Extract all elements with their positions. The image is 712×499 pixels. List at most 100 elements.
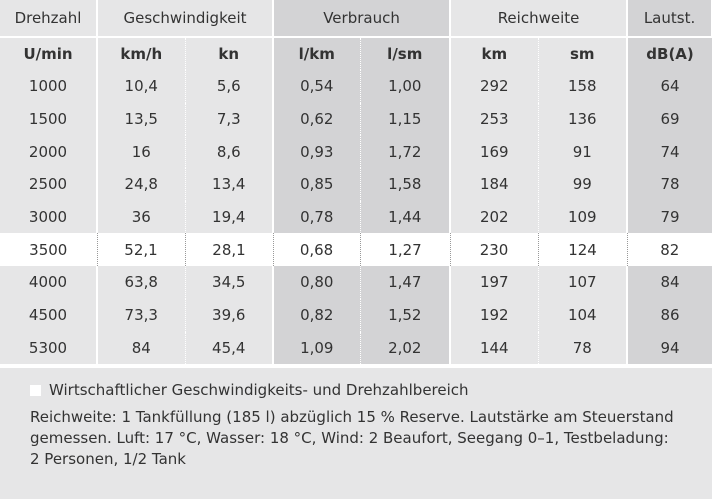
table-cell: 39,6 [185,298,275,332]
table-cell: 0,78 [273,200,361,234]
legend-text: Wirtschaftlicher Geschwindigkeits- und D… [49,381,469,399]
table-cell: 74 [627,135,712,169]
unit-header: km [450,37,539,70]
table-cell: 104 [538,298,629,332]
unit-header: dB(A) [627,37,712,70]
table-cell: 7,3 [185,102,275,136]
unit-header: sm [538,37,629,70]
table-cell: 158 [538,70,629,103]
table-cell: 1,47 [360,266,452,299]
table-cell: 78 [627,168,712,201]
table-cell: 52,1 [97,233,186,267]
table-cell: 0,85 [273,168,361,201]
table-cell: 1000 [0,70,98,103]
table-cell: 2,02 [360,331,452,365]
table-cell: 3500 [0,233,98,267]
unit-header: U/min [0,37,98,70]
group-header: Geschwindigkeit [97,0,275,38]
table-cell: 1,09 [273,331,361,365]
group-header: Drehzahl [0,0,98,38]
table-cell: 0,54 [273,70,361,103]
legend: Wirtschaftlicher Geschwindigkeits- und D… [30,380,682,401]
table-row: 1500 13,5 7,3 0,62 1,15 253 136 69 [0,102,712,136]
table-cell: 78 [538,331,629,365]
table-cell: 292 [450,70,539,103]
table-cell: 24,8 [97,168,186,201]
data-table: Drehzahl Geschwindigkeit Verbrauch Reichwei… [0,0,712,365]
table-cell: 253 [450,102,539,136]
legend-swatch [30,385,41,396]
table-cell: 82 [627,233,712,267]
footer: Wirtschaftlicher Geschwindigkeits- und D… [0,368,712,499]
table-cell: 8,6 [185,135,275,169]
table-cell: 4500 [0,298,98,332]
group-header: Lautst. [627,0,712,38]
table-row: 3000 36 19,4 0,78 1,44 202 109 79 [0,200,712,234]
table-cell: 5300 [0,331,98,365]
table-body: 1000 10,4 5,6 0,54 1,00 292 158 64 1500 13,5 7,3 0,… [0,70,712,365]
table-cell: 84 [627,266,712,299]
table-cell: 86 [627,298,712,332]
table-cell: 1500 [0,102,98,136]
table-cell: 28,1 [185,233,274,267]
table-cell: 144 [450,331,539,365]
table-cell: 64 [627,70,712,103]
table-cell: 4000 [0,266,98,299]
table-cell: 36 [97,200,186,234]
unit-header: km/h [97,37,186,70]
unit-header: l/sm [360,37,452,70]
table-row: 3500 52,1 28,1 0,68 1,27 230 124 82 [0,233,712,267]
table-cell: 202 [450,200,539,234]
table-cell: 1,72 [360,135,452,169]
table-cell: 34,5 [185,266,275,299]
table-cell: 169 [450,135,539,169]
table-cell: 1,58 [360,168,452,201]
table-cell: 197 [450,266,539,299]
table-row: 4500 73,3 39,6 0,82 1,52 192 104 86 [0,298,712,332]
table-cell: 107 [538,266,629,299]
table-cell: 0,93 [273,135,361,169]
note: Reichweite: 1 Tankfüllung (185 l) abzügl… [30,408,674,468]
table-row: 5300 84 45,4 1,09 2,02 144 78 94 [0,331,712,365]
group-header-row: Drehzahl Geschwindigkeit Verbrauch Reichwei… [0,0,712,38]
table-cell: 99 [538,168,629,201]
table-row: 1000 10,4 5,6 0,54 1,00 292 158 64 [0,70,712,103]
table-cell: 2500 [0,168,98,201]
table-cell: 0,80 [273,266,361,299]
table-row: 4000 63,8 34,5 0,80 1,47 197 107 84 [0,266,712,299]
unit-header: l/km [273,37,361,70]
unit-header-row: U/min km/h kn l/km l/sm km sm dB(A) [0,37,712,70]
unit-header: kn [185,37,275,70]
table-cell: 2000 [0,135,98,169]
table-cell: 192 [450,298,539,332]
table-cell: 13,4 [185,168,275,201]
group-header: Reichweite [450,0,629,38]
table-cell: 19,4 [185,200,275,234]
table-cell: 45,4 [185,331,275,365]
table-cell: 230 [450,233,539,267]
table-cell: 3000 [0,200,98,234]
table-cell: 13,5 [97,102,186,136]
table-cell: 1,15 [360,102,452,136]
table-cell: 94 [627,331,712,365]
table-cell: 5,6 [185,70,275,103]
table-cell: 0,62 [273,102,361,136]
table-cell: 184 [450,168,539,201]
table-cell: 16 [97,135,186,169]
table-cell: 1,44 [360,200,452,234]
table-cell: 109 [538,200,629,234]
table-cell: 1,00 [360,70,452,103]
table-cell: 73,3 [97,298,186,332]
table-cell: 63,8 [97,266,186,299]
table-cell: 1,27 [360,233,451,267]
table-cell: 0,82 [273,298,361,332]
table-cell: 91 [538,135,629,169]
table-cell: 79 [627,200,712,234]
group-header: Verbrauch [273,0,452,38]
table-cell: 69 [627,102,712,136]
table-cell: 124 [538,233,628,267]
table-row: 2000 16 8,6 0,93 1,72 169 91 74 [0,135,712,169]
table-row: 2500 24,8 13,4 0,85 1,58 184 99 78 [0,168,712,201]
table-cell: 136 [538,102,629,136]
